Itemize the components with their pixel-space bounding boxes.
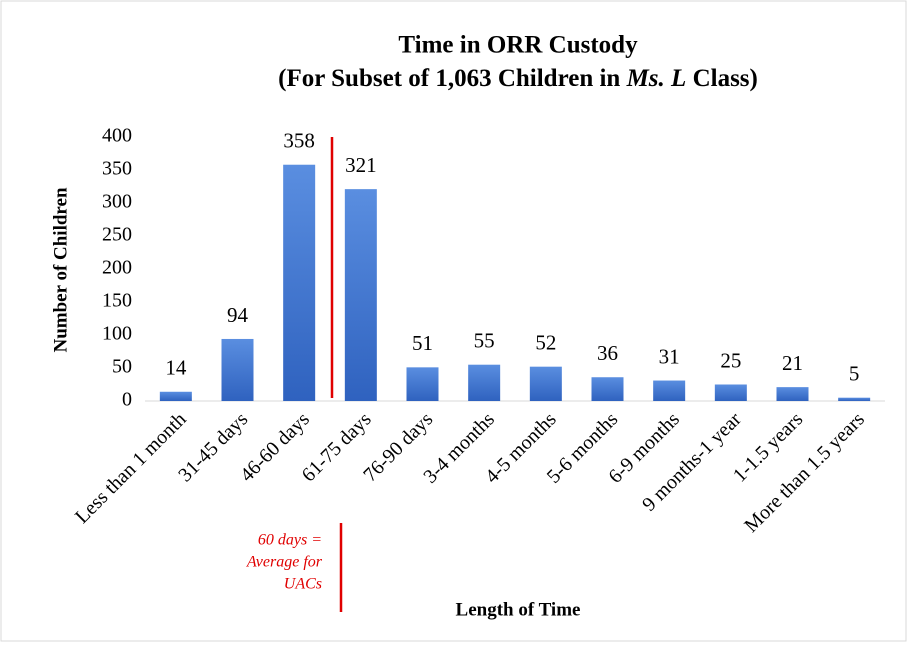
chart-title: Time in ORR Custody xyxy=(398,32,638,59)
bar xyxy=(406,367,439,401)
data-label: 31 xyxy=(659,344,680,368)
annotation: 60 days = xyxy=(258,532,322,549)
annotation: UACs xyxy=(284,576,322,593)
x-axis-title: Length of Time xyxy=(456,599,581,620)
y-tick-label: 300 xyxy=(102,191,132,213)
bar xyxy=(159,391,192,401)
data-label: 51 xyxy=(412,331,433,355)
data-label: 94 xyxy=(227,303,249,327)
data-label: 52 xyxy=(535,330,556,354)
chart-frame xyxy=(0,0,907,642)
bar xyxy=(838,397,871,401)
bar xyxy=(468,364,501,401)
y-tick-label: 200 xyxy=(102,257,132,279)
data-label: 321 xyxy=(345,153,377,177)
y-tick-label: 0 xyxy=(122,389,132,411)
annotation: Average for xyxy=(246,554,323,571)
y-tick-label: 50 xyxy=(112,356,132,378)
data-label: 5 xyxy=(849,362,860,386)
data-label: 21 xyxy=(782,351,803,375)
y-tick-label: 150 xyxy=(102,290,132,312)
bar xyxy=(776,387,809,401)
subtitle-part: (For Subset of 1,063 Children in xyxy=(278,65,626,92)
data-label: 25 xyxy=(720,348,741,372)
bar xyxy=(529,366,562,401)
y-tick-label: 350 xyxy=(102,158,132,180)
bar xyxy=(714,384,747,401)
y-tick-label: 100 xyxy=(102,323,132,345)
y-tick-label: 400 xyxy=(102,125,132,147)
data-label: 14 xyxy=(165,356,187,380)
subtitle-part: Ms. L xyxy=(626,65,687,92)
bar xyxy=(653,380,686,401)
bar xyxy=(283,164,316,401)
data-label: 36 xyxy=(597,341,618,365)
data-label: 55 xyxy=(474,329,495,353)
y-tick-label: 250 xyxy=(102,224,132,246)
bar xyxy=(344,189,377,401)
bar xyxy=(591,377,624,401)
chart-subtitle: (For Subset of 1,063 Children in Ms. L C… xyxy=(278,65,758,92)
data-label: 358 xyxy=(283,129,315,153)
y-axis-title: Number of Children xyxy=(50,187,71,352)
bar xyxy=(221,338,254,401)
subtitle-part: Class) xyxy=(686,65,758,92)
